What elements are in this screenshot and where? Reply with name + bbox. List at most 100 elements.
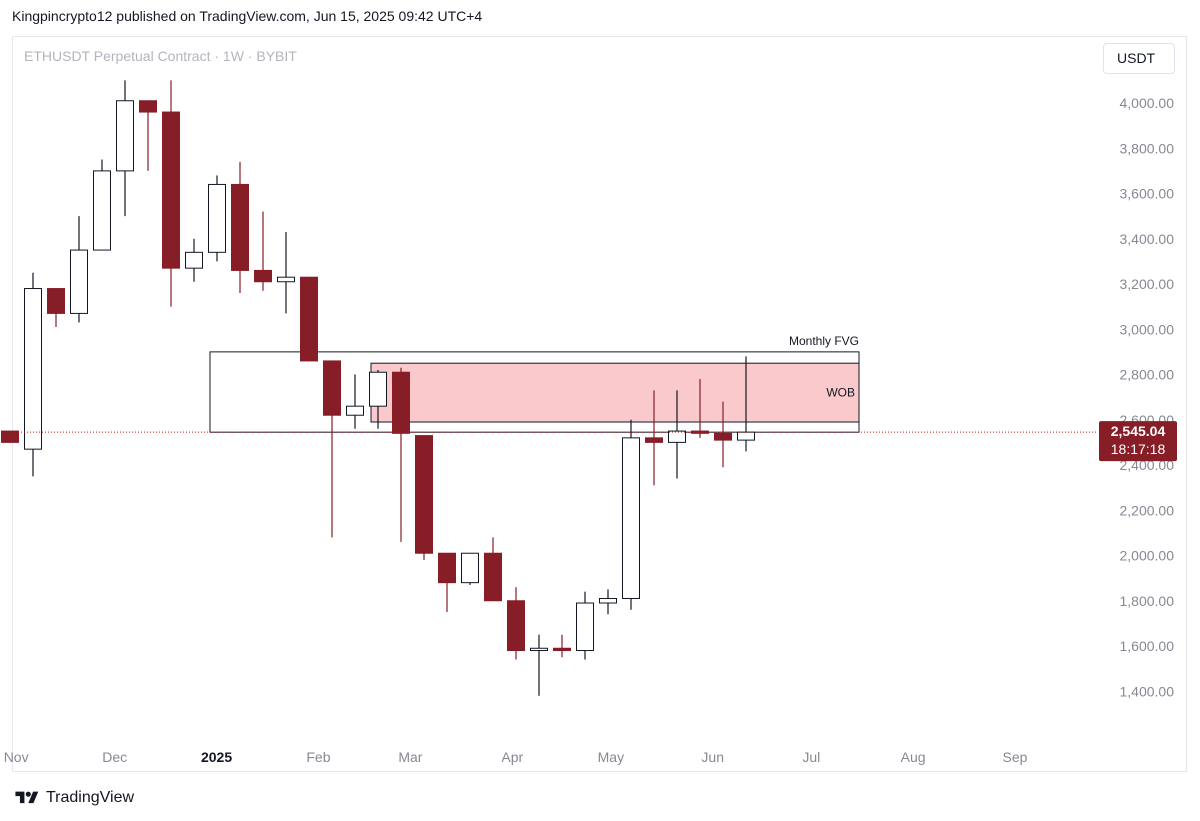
x-tick-label: Feb <box>306 749 330 765</box>
candle[interactable] <box>369 369 387 429</box>
candle-body <box>1 430 19 443</box>
symbol-title: ETHUSDT Perpetual Contract · 1W · BYBIT <box>24 48 297 64</box>
zone-label-wob: WOB <box>826 386 855 400</box>
candle-body <box>438 552 456 584</box>
candle-body <box>47 288 65 314</box>
candle-body <box>24 288 42 450</box>
y-tick-label: 3,200.00 <box>1120 276 1175 292</box>
price-tag-countdown: 18:17:18 <box>1111 441 1166 457</box>
candle-body <box>484 552 502 602</box>
y-tick-label: 3,600.00 <box>1120 186 1175 202</box>
candle[interactable] <box>24 272 42 477</box>
candle[interactable] <box>162 80 180 307</box>
candle-body <box>645 437 663 443</box>
candle[interactable] <box>254 211 272 291</box>
x-axis: Nov Dec 2025 Feb Mar Apr May Jun Jul Aug Sep <box>4 749 1028 765</box>
candle-body <box>231 183 249 271</box>
candle[interactable] <box>668 390 686 479</box>
candle-body <box>346 405 364 416</box>
zones-layer: Monthly FVG WOB <box>209 334 860 433</box>
zone-wob[interactable] <box>370 362 860 423</box>
y-tick-label: 3,000.00 <box>1120 321 1175 337</box>
candle[interactable] <box>484 537 502 602</box>
candle[interactable] <box>1 430 19 443</box>
x-tick-label: 2025 <box>201 749 232 765</box>
candle-body <box>277 276 295 283</box>
candle-body <box>369 371 387 407</box>
tradingview-logo-icon <box>15 791 39 804</box>
chart-frame <box>12 36 1187 772</box>
candle-body <box>162 111 180 269</box>
publisher-line: Kingpincrypto12 published on TradingView… <box>12 8 483 24</box>
candle[interactable] <box>231 161 249 294</box>
x-tick-label: Aug <box>901 749 926 765</box>
candle[interactable] <box>622 419 640 610</box>
candle-body <box>737 431 755 441</box>
candle-body <box>185 251 203 269</box>
candle-body <box>530 647 548 652</box>
x-tick-label: Dec <box>102 749 127 765</box>
y-tick-label: 2,800.00 <box>1120 367 1175 383</box>
candle-body <box>507 600 525 652</box>
candle[interactable] <box>208 175 226 262</box>
candle-body <box>116 100 134 172</box>
price-tag-value: 2,545.04 <box>1111 423 1166 439</box>
y-tick-label: 2,200.00 <box>1120 502 1175 518</box>
candle[interactable] <box>139 100 157 171</box>
candle[interactable] <box>392 367 410 542</box>
candle[interactable] <box>277 231 295 314</box>
candle-body <box>668 430 686 443</box>
candle-body <box>461 552 479 584</box>
candle-body <box>392 371 410 434</box>
candle-body <box>323 360 341 416</box>
candle-body <box>622 437 640 599</box>
candle[interactable] <box>300 276 318 362</box>
candle[interactable] <box>70 216 88 323</box>
y-tick-label: 1,800.00 <box>1120 593 1175 609</box>
candle-body <box>576 602 594 652</box>
candle-body <box>714 432 732 441</box>
price-tag <box>1099 421 1177 462</box>
candles-layer <box>1 80 755 696</box>
y-tick-label: 2,000.00 <box>1120 548 1175 564</box>
candle[interactable] <box>507 587 525 660</box>
candle[interactable] <box>599 589 617 615</box>
candle[interactable] <box>185 238 203 282</box>
candle[interactable] <box>93 159 111 251</box>
candle-body <box>553 647 571 652</box>
x-tick-label: Jun <box>701 749 724 765</box>
candle[interactable] <box>47 288 65 327</box>
candle-body <box>70 249 88 314</box>
x-tick-label: Nov <box>4 749 29 765</box>
candle-body <box>93 170 111 251</box>
x-tick-label: Sep <box>1003 749 1028 765</box>
y-tick-label: 3,400.00 <box>1120 231 1175 247</box>
candle[interactable] <box>461 552 479 585</box>
candle[interactable] <box>737 356 755 452</box>
tradingview-brand: TradingView <box>46 789 135 806</box>
y-tick-label: 4,000.00 <box>1120 95 1175 111</box>
candle[interactable] <box>553 634 571 658</box>
candle-body <box>599 597 617 604</box>
candle[interactable] <box>576 591 594 660</box>
candle[interactable] <box>645 390 663 486</box>
y-axis: 4,000.00 3,800.00 3,600.00 3,400.00 3,200.00… <box>1120 95 1175 699</box>
candle[interactable] <box>116 80 134 217</box>
candle[interactable] <box>530 634 548 696</box>
candle-body <box>139 100 157 113</box>
candle-body <box>300 276 318 362</box>
candle[interactable] <box>415 435 433 561</box>
candle[interactable] <box>714 401 732 468</box>
tradingview-logo[interactable]: TradingView <box>14 789 134 807</box>
candle[interactable] <box>323 360 341 538</box>
price-tag-layer: 2,545.04 18:17:18 <box>1099 421 1177 462</box>
x-tick-label: Jul <box>802 749 820 765</box>
x-tick-label: Mar <box>398 749 422 765</box>
candle-body <box>208 183 226 253</box>
currency-selector[interactable]: USDT <box>1103 43 1175 74</box>
y-tick-label: 1,600.00 <box>1120 638 1175 654</box>
candle[interactable] <box>346 374 364 429</box>
y-tick-label: 1,400.00 <box>1120 683 1175 699</box>
candle[interactable] <box>438 552 456 613</box>
